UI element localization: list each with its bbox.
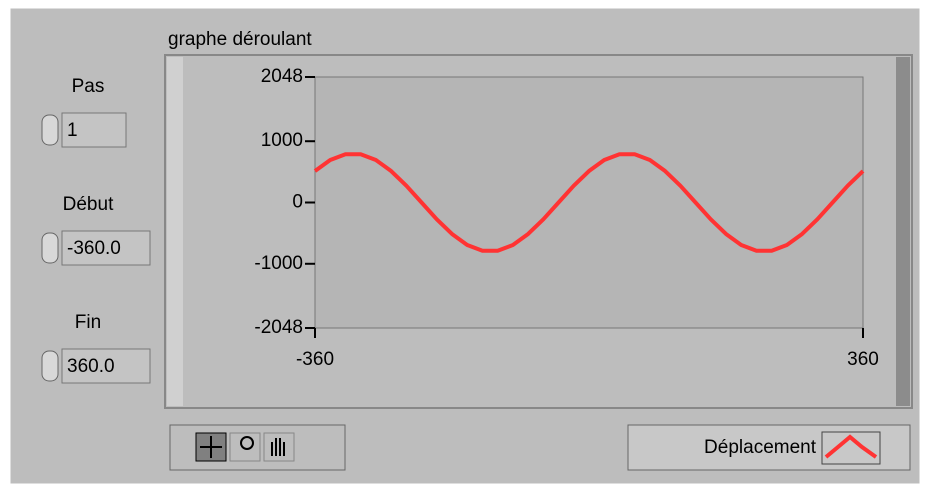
chart-bevel — [896, 57, 910, 406]
numeric-field — [61, 230, 151, 266]
spinner[interactable] — [41, 350, 59, 382]
control-value: -360.0 — [67, 238, 121, 259]
spinner[interactable] — [41, 114, 59, 146]
y-tick-label: -2048 — [254, 317, 303, 338]
plot-area — [314, 76, 864, 329]
spinner[interactable] — [41, 232, 59, 264]
control-label: Fin — [75, 312, 101, 333]
y-tick-label: -1000 — [254, 253, 303, 274]
graph-palette — [169, 424, 346, 471]
control-label: Pas — [72, 76, 105, 97]
control-label: Début — [63, 194, 114, 215]
x-tick-label: -360 — [296, 349, 334, 370]
numeric-field — [61, 112, 127, 148]
legend-line — [824, 434, 878, 459]
control-value: 360.0 — [67, 356, 115, 377]
series-line — [313, 152, 865, 253]
pan-icon — [271, 438, 285, 456]
y-tick-label: 0 — [292, 192, 303, 213]
chart-title: graphe déroulant — [168, 29, 312, 50]
numeric-field — [61, 348, 151, 384]
x-tick-label: 360 — [847, 349, 879, 370]
y-tick-label: 1000 — [261, 130, 303, 151]
legend-label: Déplacement — [704, 437, 817, 458]
control-value: 1 — [67, 120, 78, 141]
zoom-icon — [240, 436, 254, 450]
chart-bevel — [167, 57, 183, 406]
y-tick-label: 2048 — [261, 66, 303, 87]
